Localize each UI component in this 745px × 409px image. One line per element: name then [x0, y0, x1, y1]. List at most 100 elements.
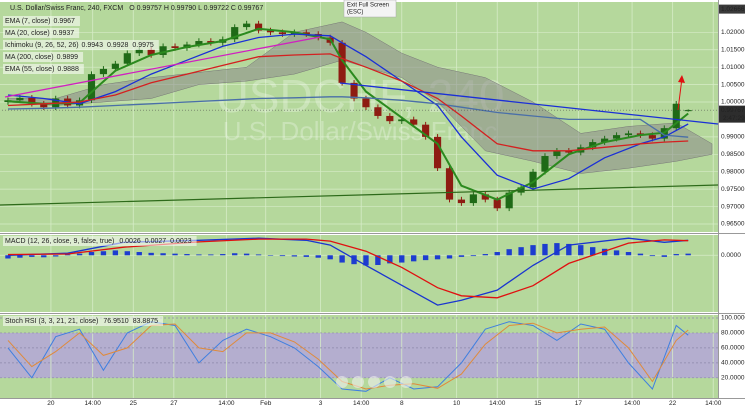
- scroll-controls[interactable]: [336, 376, 412, 388]
- candle-body: [589, 142, 597, 148]
- histogram-bar: [637, 253, 644, 256]
- histogram-bar: [446, 255, 453, 259]
- y-tick-label: 0.97000: [721, 203, 745, 210]
- candle-body: [302, 32, 310, 35]
- candle-body: [111, 63, 119, 69]
- histogram-bar: [17, 255, 23, 258]
- y-tick-label: 100.0000: [721, 315, 745, 322]
- trend-line: [0, 184, 719, 206]
- scroll-button[interactable]: [336, 376, 348, 388]
- candle-body: [207, 41, 215, 43]
- candle-body: [422, 124, 430, 137]
- histogram-bar: [625, 252, 632, 256]
- y-tick-label: 20.0000: [721, 375, 745, 382]
- candle-body: [195, 41, 203, 45]
- x-tick-label: 22: [669, 400, 677, 407]
- candle-body: [648, 135, 656, 139]
- histogram-bar: [613, 250, 620, 256]
- legends: U.S. Dollar/Swiss Franc, 240, FXCM O 0.99…: [3, 5, 263, 326]
- legend-box: [3, 64, 84, 74]
- histogram-bar: [172, 253, 178, 256]
- zoom-out-button[interactable]: [352, 376, 364, 388]
- candle-body: [28, 97, 36, 104]
- histogram-bar: [232, 253, 238, 256]
- legend-name: MA (20, close): [5, 30, 50, 37]
- legend-value: 0.0027: [145, 238, 167, 245]
- histogram-bar: [542, 243, 548, 256]
- x-tick-label: 25: [130, 400, 138, 407]
- indicator-line: [7, 27, 689, 201]
- x-tick-label: 14:00: [624, 400, 641, 407]
- legend-box: [3, 52, 84, 62]
- histogram-bar: [387, 255, 393, 264]
- candle-body: [4, 100, 12, 103]
- zoom-in-button[interactable]: [384, 376, 396, 388]
- candle-body: [243, 23, 251, 28]
- stoch-line: [7, 321, 689, 392]
- histogram-bar: [351, 255, 357, 265]
- watermark-subtitle: U.S. Dollar/Swiss Franc: [223, 116, 498, 146]
- indicator-line: [7, 53, 689, 152]
- legend-value: 0.9888: [57, 66, 79, 73]
- candle-body: [374, 107, 382, 116]
- candle-body: [457, 199, 466, 204]
- candle-body: [338, 42, 346, 83]
- y-tick-label: 1.01500: [721, 46, 745, 53]
- histogram-bar: [578, 245, 584, 256]
- legend-box: [3, 236, 197, 246]
- last-price-box: [719, 105, 745, 123]
- tooltip: Exit Full Screen (ESC): [343, 0, 397, 18]
- x-tick-label: 15: [534, 400, 542, 407]
- candle-body: [123, 53, 131, 64]
- histogram-bar: [434, 255, 441, 260]
- candle-body: [99, 68, 108, 75]
- histogram-bar: [411, 255, 417, 262]
- tooltip-text: Exit Full Screen: [347, 3, 389, 9]
- candle-body: [278, 32, 287, 35]
- legend-value: 0.9937: [53, 30, 75, 37]
- y-tick-label: 40.0000: [721, 360, 745, 367]
- histogram-bar: [649, 255, 656, 257]
- candle-body: [410, 119, 418, 125]
- reset-button[interactable]: [368, 376, 380, 388]
- x-tick-label: 8: [400, 400, 404, 407]
- high-marker-box: [719, 4, 745, 14]
- y-tick-label: 0.98000: [721, 168, 745, 175]
- legend-value: 76.9510: [103, 318, 128, 325]
- candle-body: [147, 49, 155, 55]
- x-tick-label: Feb: [260, 400, 272, 407]
- histogram-bar: [243, 253, 250, 256]
- candle-body: [398, 119, 406, 122]
- histogram-bar: [291, 255, 298, 257]
- arrow: [677, 77, 683, 111]
- histogram-bar: [112, 250, 119, 256]
- legend-name: MACD (12, 26, close, 9, false, true): [5, 238, 114, 245]
- legend-name: EMA (55, close): [5, 66, 54, 73]
- legend-name: Ichimoku (9, 26, 52, 26): [5, 42, 79, 49]
- candle-body: [135, 49, 143, 54]
- histogram-bar: [88, 252, 95, 256]
- histogram-bar: [124, 251, 130, 256]
- histogram-bar: [29, 255, 35, 257]
- last-price-label: 0.99767: [721, 107, 745, 114]
- histogram-bar: [458, 255, 465, 257]
- histogram-bar: [160, 253, 166, 256]
- legend-value: 0.0026: [119, 238, 141, 245]
- axes: 0.96500 0.97000 0.97500 0.98000 0.98500 0.990…: [47, 4, 745, 407]
- histogram-bar: [339, 255, 345, 263]
- histogram-bar: [327, 255, 333, 260]
- x-tick-label: 17: [575, 400, 583, 407]
- legend-value: 83.8875: [133, 318, 158, 325]
- y-tick-label: 1.01000: [721, 64, 745, 71]
- ichimoku-cloud: [7, 21, 713, 174]
- legend-name: Stoch RSI (3, 3, 21, 21, close): [5, 318, 98, 325]
- histogram-bar: [494, 252, 500, 256]
- histogram-bar: [64, 254, 71, 256]
- histogram-bar: [220, 254, 226, 256]
- x-tick-label: 27: [170, 400, 178, 407]
- histogram-bar: [399, 255, 405, 263]
- candle-body: [624, 133, 633, 136]
- candle-body: [553, 150, 561, 157]
- tooltip-text: (ESC): [347, 10, 363, 16]
- scroll-button[interactable]: [400, 376, 412, 388]
